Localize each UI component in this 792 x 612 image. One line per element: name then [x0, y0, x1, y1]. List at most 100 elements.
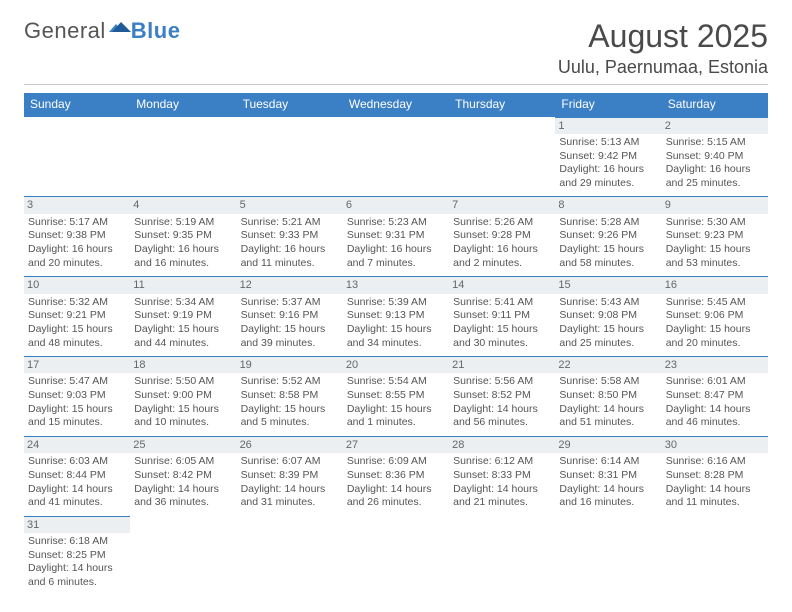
- day-number: 3: [24, 197, 130, 213]
- day-number: 28: [449, 437, 555, 453]
- sunrise-line: Sunrise: 5:26 AM: [453, 216, 551, 230]
- empty-cell: [130, 117, 236, 197]
- sunset-line: Sunset: 9:31 PM: [347, 229, 445, 243]
- day-number: 6: [343, 197, 449, 213]
- sunset-line: Sunset: 8:31 PM: [559, 469, 657, 483]
- day-number: 17: [24, 357, 130, 373]
- day-cell: 31Sunrise: 6:18 AMSunset: 8:25 PMDayligh…: [24, 516, 130, 596]
- day-cell: 1Sunrise: 5:13 AMSunset: 9:42 PMDaylight…: [555, 117, 661, 197]
- sunrise-line: Sunrise: 6:09 AM: [347, 455, 445, 469]
- empty-cell: [343, 117, 449, 197]
- daylight-line: Daylight: 16 hours and 2 minutes.: [453, 243, 551, 270]
- day-number: 18: [130, 357, 236, 373]
- day-number: 20: [343, 357, 449, 373]
- sunset-line: Sunset: 8:28 PM: [666, 469, 764, 483]
- day-cell: 19Sunrise: 5:52 AMSunset: 8:58 PMDayligh…: [237, 356, 343, 436]
- day-number: 13: [343, 277, 449, 293]
- daylight-line: Daylight: 15 hours and 30 minutes.: [453, 323, 551, 350]
- day-cell: 16Sunrise: 5:45 AMSunset: 9:06 PMDayligh…: [662, 276, 768, 356]
- day-number: 11: [130, 277, 236, 293]
- day-number: 9: [662, 197, 768, 213]
- daylight-line: Daylight: 14 hours and 41 minutes.: [28, 483, 126, 510]
- dow-header: Friday: [555, 93, 661, 117]
- day-number: 26: [237, 437, 343, 453]
- sunset-line: Sunset: 8:33 PM: [453, 469, 551, 483]
- day-number: 21: [449, 357, 555, 373]
- day-number: 2: [662, 118, 768, 134]
- day-number: 5: [237, 197, 343, 213]
- sunrise-line: Sunrise: 6:18 AM: [28, 535, 126, 549]
- day-cell: 12Sunrise: 5:37 AMSunset: 9:16 PMDayligh…: [237, 276, 343, 356]
- day-cell: 26Sunrise: 6:07 AMSunset: 8:39 PMDayligh…: [237, 436, 343, 516]
- sunset-line: Sunset: 9:21 PM: [28, 309, 126, 323]
- day-cell: 15Sunrise: 5:43 AMSunset: 9:08 PMDayligh…: [555, 276, 661, 356]
- day-cell: 14Sunrise: 5:41 AMSunset: 9:11 PMDayligh…: [449, 276, 555, 356]
- day-cell: 7 Sunrise: 5:26 AMSunset: 9:28 PMDaylight…: [449, 196, 555, 276]
- sunset-line: Sunset: 8:42 PM: [134, 469, 232, 483]
- daylight-line: Daylight: 15 hours and 48 minutes.: [28, 323, 126, 350]
- sunset-line: Sunset: 8:55 PM: [347, 389, 445, 403]
- day-number: 12: [237, 277, 343, 293]
- daylight-line: Daylight: 16 hours and 20 minutes.: [28, 243, 126, 270]
- sunrise-line: Sunrise: 5:50 AM: [134, 375, 232, 389]
- empty-cell: [24, 117, 130, 197]
- daylight-line: Daylight: 16 hours and 25 minutes.: [666, 163, 764, 190]
- daylight-line: Daylight: 14 hours and 16 minutes.: [559, 483, 657, 510]
- dow-header: Thursday: [449, 93, 555, 117]
- sunset-line: Sunset: 9:28 PM: [453, 229, 551, 243]
- sunrise-line: Sunrise: 5:54 AM: [347, 375, 445, 389]
- sunset-line: Sunset: 8:52 PM: [453, 389, 551, 403]
- day-cell: 24Sunrise: 6:03 AMSunset: 8:44 PMDayligh…: [24, 436, 130, 516]
- daylight-line: Daylight: 14 hours and 6 minutes.: [28, 562, 126, 589]
- daylight-line: Daylight: 15 hours and 20 minutes.: [666, 323, 764, 350]
- sunset-line: Sunset: 8:50 PM: [559, 389, 657, 403]
- day-number: 7: [449, 197, 555, 213]
- sunset-line: Sunset: 8:39 PM: [241, 469, 339, 483]
- sunset-line: Sunset: 9:11 PM: [453, 309, 551, 323]
- sunset-line: Sunset: 9:42 PM: [559, 150, 657, 164]
- sunrise-line: Sunrise: 6:16 AM: [666, 455, 764, 469]
- sunset-line: Sunset: 9:08 PM: [559, 309, 657, 323]
- sunrise-line: Sunrise: 5:21 AM: [241, 216, 339, 230]
- day-number: 29: [555, 437, 661, 453]
- sunset-line: Sunset: 9:03 PM: [28, 389, 126, 403]
- day-cell: 21Sunrise: 5:56 AMSunset: 8:52 PMDayligh…: [449, 356, 555, 436]
- empty-cell: [449, 117, 555, 197]
- daylight-line: Daylight: 16 hours and 7 minutes.: [347, 243, 445, 270]
- daylight-line: Daylight: 14 hours and 56 minutes.: [453, 403, 551, 430]
- daylight-line: Daylight: 14 hours and 21 minutes.: [453, 483, 551, 510]
- sunset-line: Sunset: 9:00 PM: [134, 389, 232, 403]
- daylight-line: Daylight: 14 hours and 11 minutes.: [666, 483, 764, 510]
- sunset-line: Sunset: 9:38 PM: [28, 229, 126, 243]
- daylight-line: Daylight: 16 hours and 16 minutes.: [134, 243, 232, 270]
- day-cell: 30Sunrise: 6:16 AMSunset: 8:28 PMDayligh…: [662, 436, 768, 516]
- sunrise-line: Sunrise: 5:39 AM: [347, 296, 445, 310]
- sunset-line: Sunset: 8:36 PM: [347, 469, 445, 483]
- day-cell: 6Sunrise: 5:23 AMSunset: 9:31 PMDaylight…: [343, 196, 449, 276]
- day-cell: 10Sunrise: 5:32 AMSunset: 9:21 PMDayligh…: [24, 276, 130, 356]
- sunset-line: Sunset: 8:58 PM: [241, 389, 339, 403]
- day-cell: 5Sunrise: 5:21 AMSunset: 9:33 PMDaylight…: [237, 196, 343, 276]
- sunrise-line: Sunrise: 6:14 AM: [559, 455, 657, 469]
- daylight-line: Daylight: 14 hours and 31 minutes.: [241, 483, 339, 510]
- day-cell: 27Sunrise: 6:09 AMSunset: 8:36 PMDayligh…: [343, 436, 449, 516]
- daylight-line: Daylight: 15 hours and 5 minutes.: [241, 403, 339, 430]
- day-cell: 20Sunrise: 5:54 AMSunset: 8:55 PMDayligh…: [343, 356, 449, 436]
- day-number: 22: [555, 357, 661, 373]
- day-number: 14: [449, 277, 555, 293]
- sunset-line: Sunset: 9:35 PM: [134, 229, 232, 243]
- day-cell: 29 Sunrise: 6:14 AMSunset: 8:31 PMDayligh…: [555, 436, 661, 516]
- day-cell: 18Sunrise: 5:50 AMSunset: 9:00 PMDayligh…: [130, 356, 236, 436]
- day-number: 31: [24, 517, 130, 533]
- logo-text-a: General: [24, 18, 106, 44]
- daylight-line: Daylight: 14 hours and 36 minutes.: [134, 483, 232, 510]
- day-cell: 13Sunrise: 5:39 AMSunset: 9:13 PMDayligh…: [343, 276, 449, 356]
- sunset-line: Sunset: 8:44 PM: [28, 469, 126, 483]
- day-cell: 23Sunrise: 6:01 AMSunset: 8:47 PMDayligh…: [662, 356, 768, 436]
- day-cell: 4Sunrise: 5:19 AMSunset: 9:35 PMDaylight…: [130, 196, 236, 276]
- daylight-line: Daylight: 14 hours and 51 minutes.: [559, 403, 657, 430]
- sunrise-line: Sunrise: 5:32 AM: [28, 296, 126, 310]
- daylight-line: Daylight: 15 hours and 44 minutes.: [134, 323, 232, 350]
- location: Uulu, Paernumaa, Estonia: [558, 57, 768, 78]
- sunrise-line: Sunrise: 5:47 AM: [28, 375, 126, 389]
